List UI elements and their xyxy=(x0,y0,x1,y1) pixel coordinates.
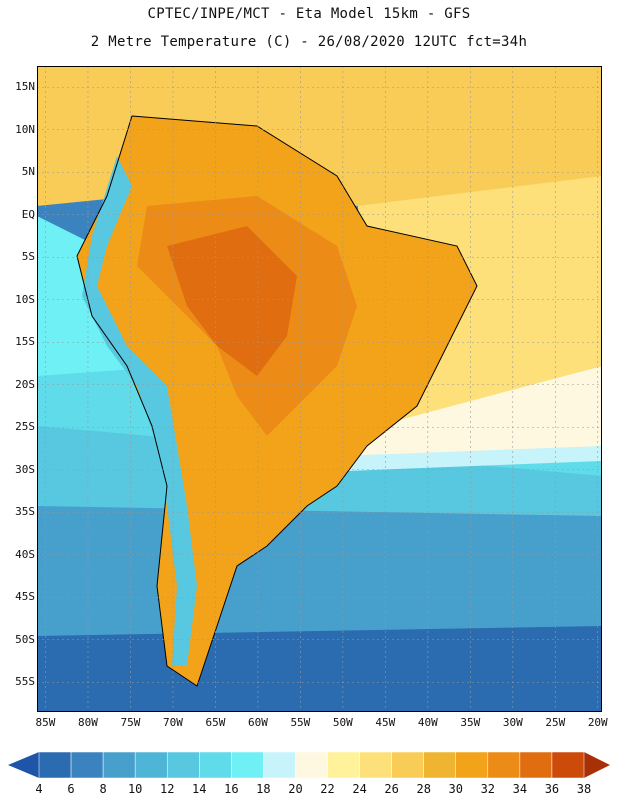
colorbar-tick-label: 34 xyxy=(512,782,528,796)
latitude-label: 45S xyxy=(15,590,35,604)
longitude-label: 45W xyxy=(375,716,396,729)
colorbar-bin xyxy=(519,751,553,779)
colorbar-tick-label: 36 xyxy=(544,782,560,796)
latitude-label: EQ xyxy=(21,207,35,221)
longitude-label: 50W xyxy=(332,716,353,729)
colorbar-tick-label: 22 xyxy=(320,782,335,796)
colorbar-tick-label: 32 xyxy=(480,782,496,796)
longitude-label: 70W xyxy=(163,716,183,729)
field-continent-hot xyxy=(167,226,297,376)
latitude-label: 30S xyxy=(15,462,35,476)
colorbar-tick-label: 6 xyxy=(67,782,75,796)
latitude-label: 10S xyxy=(15,292,35,306)
colorbar-tick-label: 24 xyxy=(352,782,367,796)
longitude-label: 20W xyxy=(587,716,608,729)
field-andes xyxy=(82,156,197,666)
map-title-line-1: CPTEC/INPE/MCT - Eta Model 15km - GFS xyxy=(147,6,471,22)
colorbar-bin xyxy=(455,751,489,779)
colorbar-tick-label: 20 xyxy=(288,782,303,796)
longitude-label: 30W xyxy=(502,716,523,729)
colorbar-tick-label: 30 xyxy=(448,782,463,796)
colorbar-tick-label: 26 xyxy=(384,782,399,796)
colorbar-tick-label: 4 xyxy=(35,782,43,796)
longitude-label: 55W xyxy=(290,716,311,729)
latitude-label: 15S xyxy=(15,335,35,349)
longitude-label: 40W xyxy=(417,716,438,729)
latitude-label: 5S xyxy=(21,250,35,264)
field-mid-band xyxy=(37,496,602,636)
latitude-label: 50S xyxy=(15,632,35,646)
latitude-label: 35S xyxy=(15,505,35,519)
latitude-label: 5N xyxy=(21,165,35,179)
temperature-map xyxy=(37,66,602,712)
colorbar-tick-label: 10 xyxy=(127,782,143,796)
longitude-label: 60W xyxy=(247,716,268,729)
colorbar-tick-label: 12 xyxy=(160,782,175,796)
colorbar-above-triangle xyxy=(584,752,610,778)
colorbar-tick-label: 8 xyxy=(99,782,107,796)
colorbar-bin xyxy=(391,751,424,779)
longitude-label: 25W xyxy=(545,716,566,729)
latitude-label: 20S xyxy=(15,377,35,391)
colorbar-bin xyxy=(38,751,72,779)
longitude-label: 85W xyxy=(35,716,56,729)
colorbar-bin xyxy=(70,751,104,779)
colorbar-bin xyxy=(263,751,296,779)
longitude-label: 80W xyxy=(78,716,98,729)
gridlines xyxy=(37,66,602,712)
colorbar-bin xyxy=(423,751,457,779)
latitude-label: 55S xyxy=(15,675,35,689)
colorbar-bin xyxy=(551,751,585,779)
latitude-label: 25S xyxy=(15,420,35,434)
colorbar-bin xyxy=(359,751,392,779)
longitude-label: 65W xyxy=(205,716,226,729)
field-cold-band xyxy=(37,626,602,712)
colorbar-bin xyxy=(199,751,232,779)
field-pale-band xyxy=(337,446,602,471)
colorbar-tick-label: 38 xyxy=(576,782,592,796)
longitude-label: 75W xyxy=(120,716,141,729)
colorbar-bin xyxy=(231,751,264,779)
colorbar-bin xyxy=(134,751,168,779)
latitude-label: 10N xyxy=(15,122,35,136)
colorbar-bin xyxy=(487,751,521,779)
colorbar-bin xyxy=(166,751,200,779)
longitude-label: 35W xyxy=(460,716,481,729)
latitude-label: 15N xyxy=(15,80,35,94)
colorbar-tick-label: 28 xyxy=(416,782,431,796)
continent-coastline xyxy=(76,115,478,687)
map-title-line-2: 2 Metre Temperature (C) - 26/08/2020 12U… xyxy=(90,34,528,50)
colorbar-tick-label: 14 xyxy=(192,782,207,796)
colorbar xyxy=(8,751,610,779)
colorbar-below-triangle xyxy=(8,752,39,778)
colorbar-bin xyxy=(327,751,360,779)
map-border xyxy=(37,66,602,712)
colorbar-tick-label: 16 xyxy=(224,782,239,796)
colorbar-bin xyxy=(295,751,328,779)
latitude-label: 40S xyxy=(15,547,35,561)
field-cream-band xyxy=(327,366,602,466)
colorbar-tick-label: 18 xyxy=(256,782,271,796)
colorbar-bin xyxy=(102,751,136,779)
